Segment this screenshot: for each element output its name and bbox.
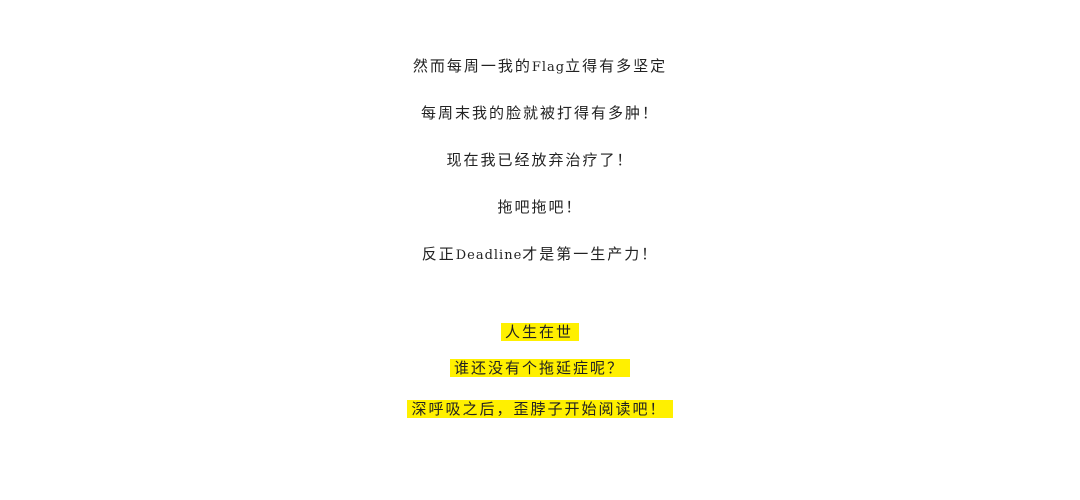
paragraph-weekend: 每周末我的脸就被打得有多肿！ [420, 104, 659, 122]
paragraph-flag: 然而每周一我的Flag立得有多坚定 [0, 56, 1080, 78]
paragraph-flag-before: 然而每周一我的 [412, 57, 532, 75]
paragraph-give-up: 现在我已经放弃治疗了！ [446, 151, 634, 169]
highlight-line-3: 深呼吸之后，歪脖子开始阅读吧！ [0, 399, 1080, 419]
highlight-line-2: 谁还没有个拖延症呢？ [0, 358, 1080, 378]
paragraph-flag-after: 立得有多坚定 [565, 57, 668, 75]
paragraph-flag-latin: Flag [531, 60, 566, 75]
paragraph-procrastinate: 拖吧拖吧！ [497, 198, 583, 216]
highlighted-text: 人生在世 [500, 323, 579, 341]
paragraph-deadline: 反正Deadline才是第一生产力！ [0, 244, 1080, 266]
paragraph-deadline-after: 才是第一生产力！ [522, 245, 659, 263]
highlight-line-1: 人生在世 [0, 322, 1080, 342]
paragraph-deadline-latin: Deadline [455, 248, 523, 263]
highlighted-text: 深呼吸之后，歪脖子开始阅读吧！ [407, 400, 673, 418]
highlighted-text: 谁还没有个拖延症呢？ [449, 359, 630, 377]
paragraph-deadline-before: 反正 [421, 245, 456, 263]
